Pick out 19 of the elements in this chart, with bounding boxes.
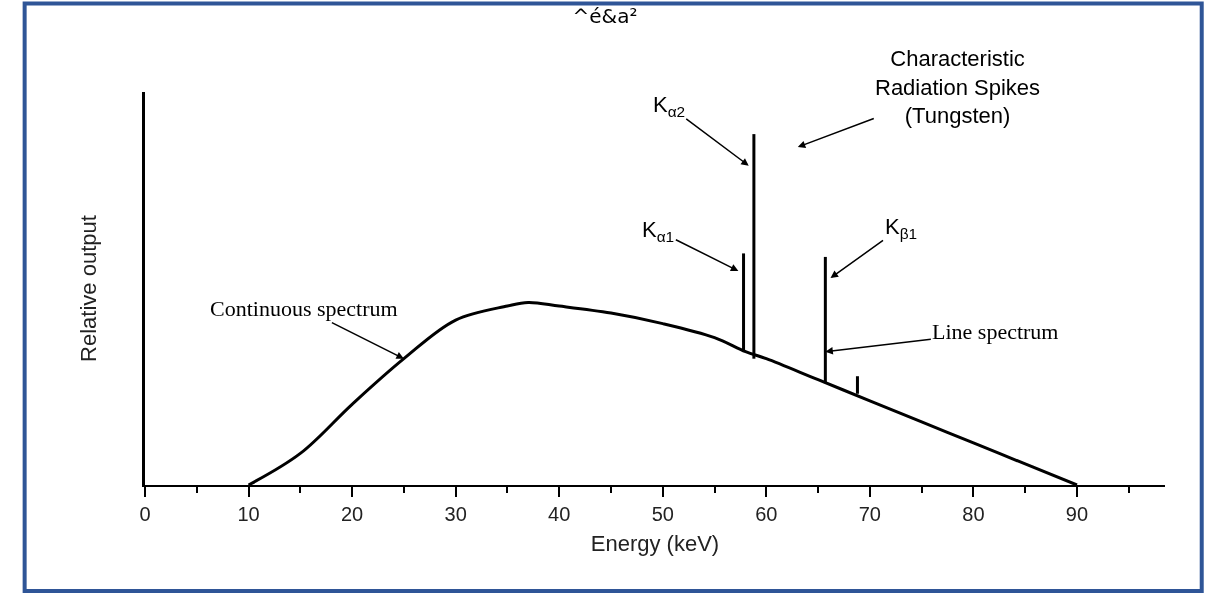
annotation: K$_{α1}$ bbox=[642, 217, 675, 245]
annotation: K$_{α2}$ bbox=[653, 92, 686, 120]
x-axis-title: Energy (keV) bbox=[590, 531, 720, 557]
chart-title: ^é&a² bbox=[572, 4, 638, 29]
annotation: Line spectrum bbox=[932, 319, 1059, 344]
x-tick-label: 90 bbox=[1065, 503, 1089, 525]
x-tick-label: 10 bbox=[237, 503, 260, 525]
annotation: Continuous spectrum bbox=[210, 296, 398, 321]
x-tick-label: 70 bbox=[858, 503, 881, 525]
x-tick-label: 0 bbox=[139, 503, 151, 525]
x-tick-label: 80 bbox=[962, 503, 985, 525]
x-tick-label: 30 bbox=[444, 503, 467, 525]
x-tick-label: 20 bbox=[340, 503, 364, 525]
x-tick-label: 60 bbox=[755, 503, 778, 525]
annotation: K$_{β1}$ bbox=[885, 214, 918, 242]
text: Characteristic Radiation Spikes (Tungsten) bbox=[875, 46, 1041, 129]
x-tick-label: 40 bbox=[548, 503, 571, 525]
x-tick-label: 50 bbox=[651, 503, 674, 525]
y-axis-title: Relative output bbox=[75, 215, 101, 362]
